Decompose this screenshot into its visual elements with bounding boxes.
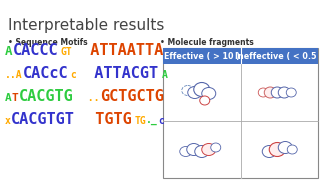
Text: A: A: [5, 45, 12, 58]
Text: x: x: [5, 116, 11, 126]
Ellipse shape: [194, 82, 210, 96]
Text: Ineffective ( < 0.5 ): Ineffective ( < 0.5 ): [235, 51, 320, 60]
Ellipse shape: [286, 88, 296, 97]
Text: T: T: [12, 93, 19, 103]
Ellipse shape: [264, 87, 276, 98]
Text: c: c: [158, 116, 164, 126]
Ellipse shape: [180, 147, 192, 156]
Text: ._: ._: [146, 116, 158, 126]
Ellipse shape: [195, 145, 209, 158]
Text: ..: ..: [76, 93, 99, 103]
Text: • Sequence Motifs: • Sequence Motifs: [8, 38, 88, 47]
Text: • Molecule fragments: • Molecule fragments: [160, 38, 254, 47]
Text: TG: TG: [134, 116, 146, 126]
Ellipse shape: [278, 141, 292, 154]
Text: CACCC: CACCC: [13, 43, 58, 58]
Bar: [163, 48, 318, 64]
Text: GCTGCTG: GCTGCTG: [100, 89, 164, 104]
Ellipse shape: [211, 143, 221, 152]
Ellipse shape: [182, 86, 194, 96]
Text: CACGTGT: CACGTGT: [11, 112, 75, 127]
Ellipse shape: [287, 145, 297, 154]
Text: ATTAATTA: ATTAATTA: [72, 43, 164, 58]
Text: CACcC: CACcC: [23, 66, 69, 81]
Ellipse shape: [271, 87, 283, 98]
Text: A: A: [162, 70, 168, 80]
Ellipse shape: [262, 145, 276, 158]
Ellipse shape: [187, 143, 201, 156]
Ellipse shape: [278, 87, 290, 98]
Ellipse shape: [202, 143, 216, 156]
Ellipse shape: [200, 96, 210, 105]
Text: A: A: [5, 93, 12, 103]
Ellipse shape: [188, 87, 202, 98]
Ellipse shape: [258, 88, 268, 97]
Text: Interpretable results: Interpretable results: [8, 18, 164, 33]
Text: c: c: [70, 70, 76, 80]
Ellipse shape: [202, 87, 216, 100]
Ellipse shape: [269, 143, 285, 156]
Text: GT: GT: [60, 47, 72, 57]
Bar: [163, 48, 318, 178]
Text: TGTG: TGTG: [77, 112, 132, 127]
Text: Effective ( > 10 ): Effective ( > 10 ): [164, 51, 240, 60]
Text: ..A: ..A: [5, 70, 23, 80]
Text: ATTACGT: ATTACGT: [76, 66, 159, 81]
Text: CACGTG: CACGTG: [19, 89, 74, 104]
